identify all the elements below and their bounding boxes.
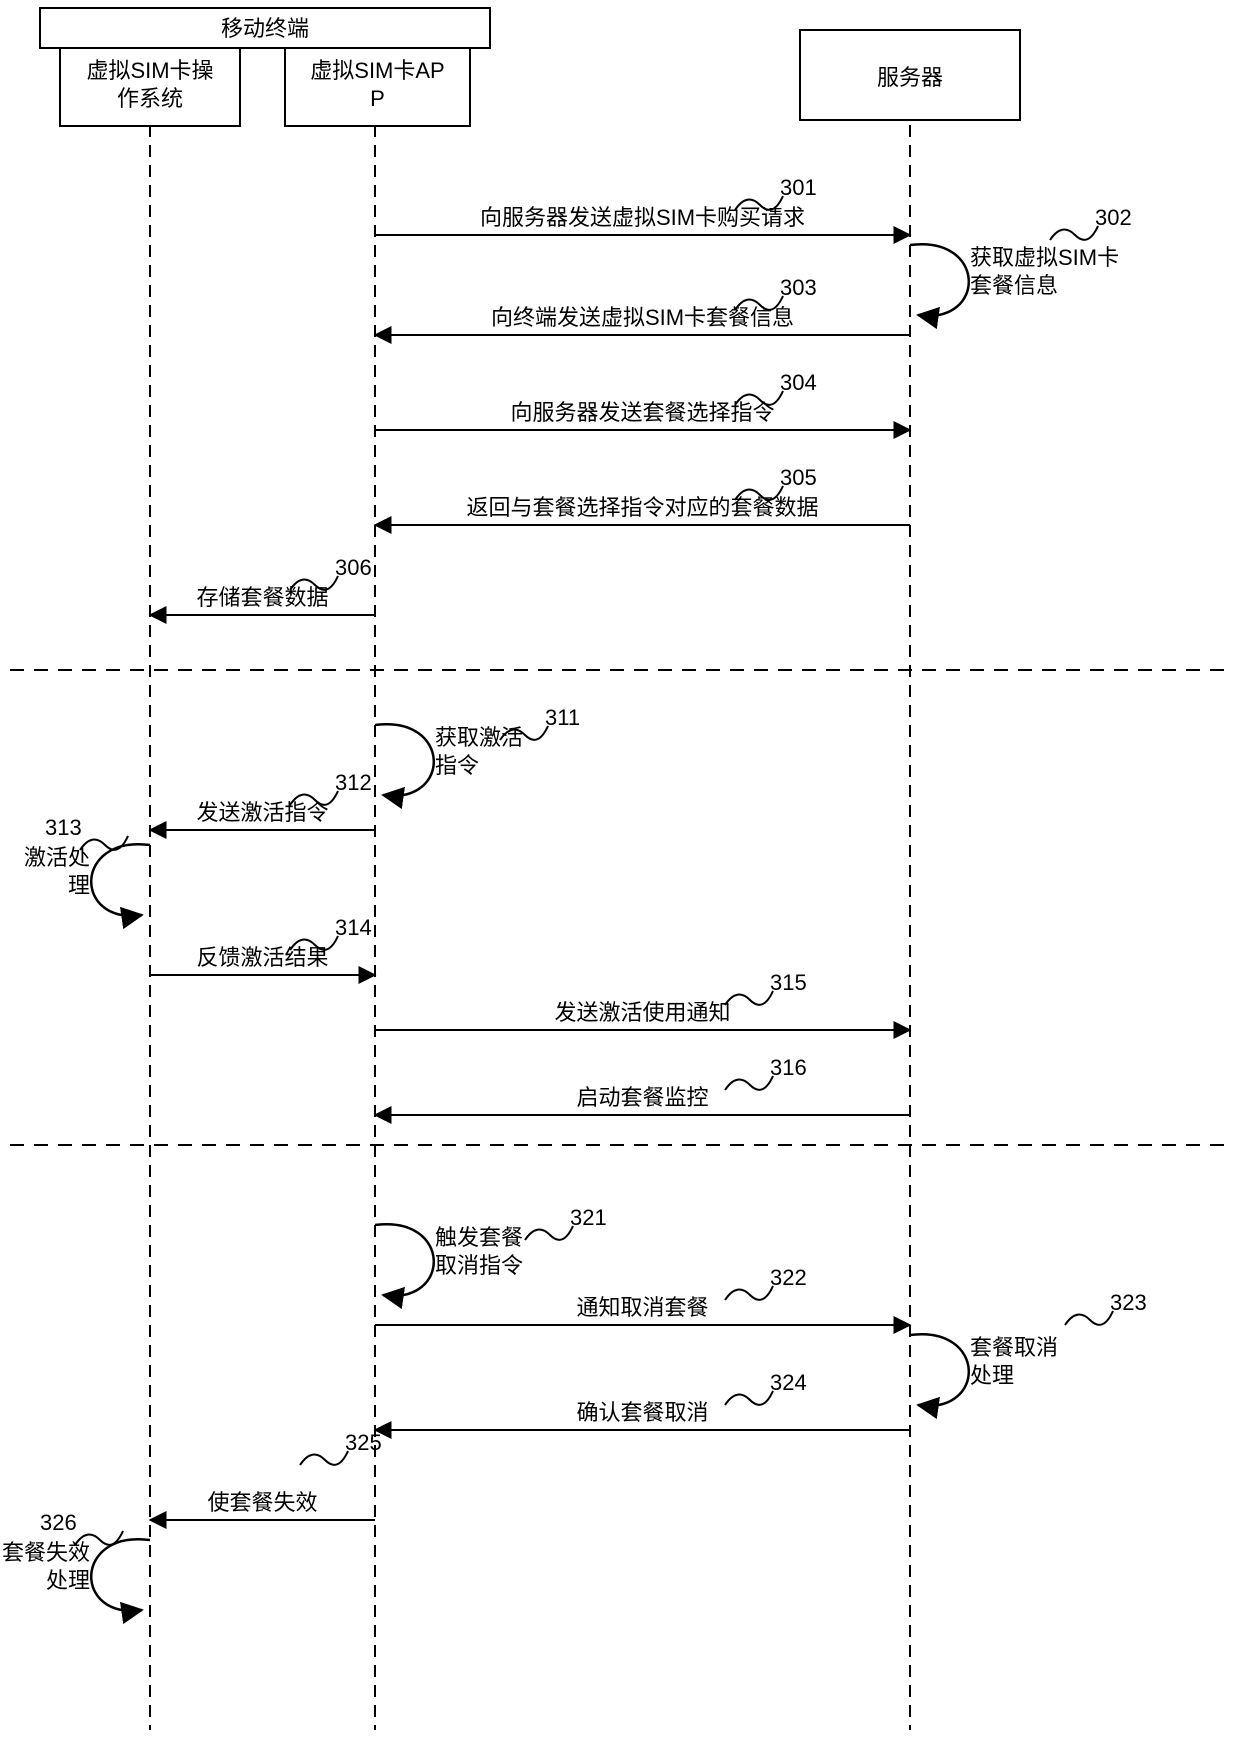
self-text1-311: 获取激活 <box>435 725 523 750</box>
msg-text-316: 启动套餐监控 <box>576 1085 708 1110</box>
self-text2-313: 理 <box>68 873 90 898</box>
msg-num-303: 303 <box>780 275 817 300</box>
msg-text-301: 向服务器发送虚拟SIM卡购买请求 <box>480 205 805 230</box>
self-num-321: 321 <box>570 1205 607 1230</box>
self-msg-326 <box>91 1539 150 1611</box>
self-num-323: 323 <box>1110 1290 1147 1315</box>
msg-num-324: 324 <box>770 1370 807 1395</box>
msg-text-324: 确认套餐取消 <box>576 1400 708 1425</box>
self-num-326: 326 <box>40 1510 77 1535</box>
self-msg-313 <box>91 844 150 916</box>
self-text2-323: 处理 <box>970 1363 1014 1388</box>
self-msg-321 <box>375 1224 434 1296</box>
msg-num-305: 305 <box>780 465 817 490</box>
self-num-313: 313 <box>45 815 82 840</box>
app-label-1: 虚拟SIM卡AP <box>310 58 444 83</box>
msg-num-315: 315 <box>770 970 807 995</box>
self-text2-302: 套餐信息 <box>970 273 1058 298</box>
self-text2-321: 取消指令 <box>435 1253 523 1278</box>
self-num-311: 311 <box>545 705 580 730</box>
server-label: 服务器 <box>877 65 943 90</box>
os-label-2: 作系统 <box>117 86 183 111</box>
mobile-terminal-label: 移动终端 <box>221 16 309 41</box>
msg-text-325: 使套餐失效 <box>207 1490 317 1515</box>
self-text1-323: 套餐取消 <box>970 1335 1058 1360</box>
self-text2-326: 处理 <box>46 1568 90 1593</box>
os-label-1: 虚拟SIM卡操 <box>86 58 213 83</box>
self-msg-302 <box>910 244 969 316</box>
msg-text-315: 发送激活使用通知 <box>554 1000 730 1025</box>
msg-num-325: 325 <box>345 1430 382 1455</box>
msg-num-322: 322 <box>770 1265 807 1290</box>
msg-num-306: 306 <box>335 555 372 580</box>
msg-text-312: 发送激活指令 <box>196 800 328 825</box>
self-text1-302: 获取虚拟SIM卡 <box>970 245 1119 270</box>
msg-text-314: 反馈激活结果 <box>196 945 328 970</box>
msg-num-301: 301 <box>780 175 817 200</box>
msg-num-316: 316 <box>770 1055 807 1080</box>
msg-num-314: 314 <box>335 915 372 940</box>
msg-text-303: 向终端发送虚拟SIM卡套餐信息 <box>491 305 794 330</box>
self-num-302: 302 <box>1095 205 1132 230</box>
app-label-2: P <box>370 86 385 111</box>
msg-num-304: 304 <box>780 370 817 395</box>
msg-num-312: 312 <box>335 770 372 795</box>
self-text2-311: 指令 <box>435 753 479 778</box>
msg-text-306: 存储套餐数据 <box>196 585 328 610</box>
self-msg-311 <box>375 724 434 796</box>
self-msg-323 <box>910 1334 969 1406</box>
sequence-diagram: 移动终端虚拟SIM卡操作系统 虚拟SIM卡AP P 服务器向服务器发送虚拟SIM卡购买… <box>0 0 1240 1750</box>
self-text1-321: 触发套餐 <box>435 1225 523 1250</box>
msg-text-322: 通知取消套餐 <box>576 1295 708 1320</box>
